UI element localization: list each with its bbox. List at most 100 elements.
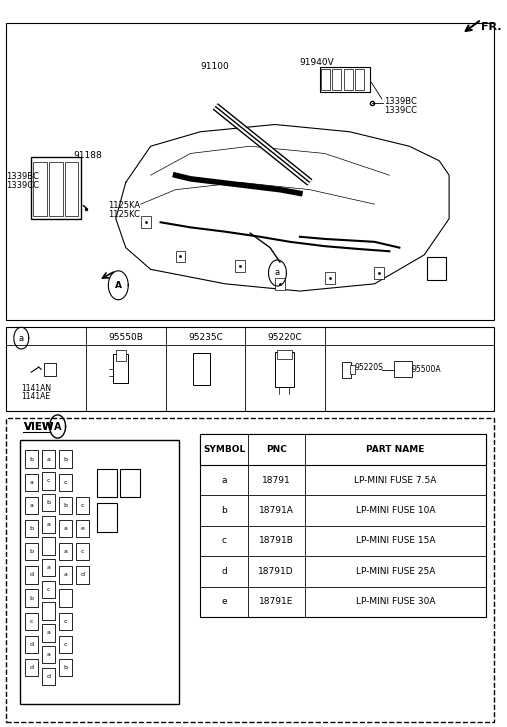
Text: b: b	[30, 550, 34, 554]
Bar	[7, 23, 494, 320]
Bar	[59, 566, 72, 584]
Bar	[7, 418, 494, 722]
Bar	[321, 69, 330, 90]
Text: a: a	[47, 522, 51, 527]
Bar	[140, 217, 151, 228]
Bar	[342, 362, 351, 378]
Bar	[25, 473, 38, 491]
Text: 91100: 91100	[200, 62, 229, 71]
Text: a: a	[63, 572, 67, 577]
Text: LP-MINI FUSE 25A: LP-MINI FUSE 25A	[356, 567, 436, 576]
Bar	[344, 69, 352, 90]
Bar	[25, 543, 38, 561]
Text: a: a	[47, 565, 51, 570]
Text: 1339CC: 1339CC	[7, 181, 40, 190]
Bar	[42, 559, 55, 577]
Text: VIEW: VIEW	[24, 422, 54, 433]
Bar	[277, 350, 292, 359]
Bar	[332, 69, 341, 90]
Text: b: b	[63, 665, 67, 670]
Bar	[59, 473, 72, 491]
Bar	[59, 451, 72, 467]
Bar	[59, 590, 72, 607]
Bar	[49, 162, 62, 217]
Bar	[25, 497, 38, 514]
Bar	[325, 272, 335, 284]
Bar	[42, 624, 55, 642]
Text: d: d	[221, 567, 227, 576]
Bar	[427, 257, 446, 280]
Text: A: A	[115, 281, 122, 290]
Bar	[20, 440, 179, 704]
Bar	[76, 543, 89, 561]
Bar	[320, 67, 370, 92]
Bar	[275, 278, 285, 289]
Text: c: c	[47, 478, 50, 483]
Text: PART NAME: PART NAME	[367, 445, 425, 454]
Text: a: a	[30, 503, 33, 508]
Text: a: a	[221, 475, 227, 485]
Bar	[275, 352, 294, 387]
Text: 1339CC: 1339CC	[384, 105, 417, 115]
Bar	[42, 603, 55, 620]
Text: b: b	[63, 503, 67, 508]
Text: SYMBOL: SYMBOL	[203, 445, 245, 454]
Bar	[42, 581, 55, 598]
Text: c: c	[81, 503, 84, 508]
Bar	[25, 636, 38, 653]
Text: a: a	[47, 630, 51, 635]
Bar	[175, 251, 186, 262]
Text: a: a	[63, 550, 67, 554]
Text: 95550B: 95550B	[108, 333, 143, 342]
Text: c: c	[64, 642, 67, 647]
Text: FR.: FR.	[482, 22, 502, 32]
Bar	[44, 363, 56, 376]
Text: a: a	[63, 526, 67, 531]
Text: LP-MINI FUSE 7.5A: LP-MINI FUSE 7.5A	[354, 475, 437, 485]
Text: 95220C: 95220C	[268, 333, 302, 342]
Bar	[193, 353, 210, 385]
Text: 18791B: 18791B	[259, 537, 294, 545]
Text: LP-MINI FUSE 15A: LP-MINI FUSE 15A	[356, 537, 436, 545]
Text: 18791: 18791	[262, 475, 291, 485]
Bar	[25, 451, 38, 467]
Bar	[42, 451, 55, 467]
Bar	[120, 468, 140, 497]
Bar	[97, 468, 117, 497]
Text: 91940V: 91940V	[300, 58, 335, 68]
Text: 95235C: 95235C	[188, 333, 223, 342]
Text: 18791D: 18791D	[259, 567, 294, 576]
Bar	[42, 537, 55, 555]
Bar	[42, 494, 55, 511]
Bar	[200, 435, 486, 617]
Bar	[25, 520, 38, 537]
Text: 18791E: 18791E	[259, 598, 294, 606]
Bar	[235, 260, 245, 271]
Bar	[200, 435, 486, 465]
Bar	[25, 566, 38, 584]
Text: 1125KC: 1125KC	[108, 210, 140, 219]
Bar	[76, 520, 89, 537]
Text: b: b	[30, 526, 34, 531]
Text: d: d	[30, 642, 34, 647]
Bar	[31, 157, 81, 219]
Text: LP-MINI FUSE 10A: LP-MINI FUSE 10A	[356, 506, 436, 515]
Text: d: d	[30, 665, 34, 670]
Text: 95220S: 95220S	[354, 364, 383, 372]
Text: 1339BC: 1339BC	[7, 172, 39, 181]
Text: c: c	[81, 550, 84, 554]
Text: b: b	[221, 506, 227, 515]
Text: 95500A: 95500A	[412, 365, 442, 374]
Text: 1125KA: 1125KA	[108, 201, 140, 210]
Bar	[42, 646, 55, 663]
Text: c: c	[64, 480, 67, 485]
Bar	[76, 497, 89, 514]
Text: VIEW: VIEW	[24, 422, 54, 433]
Bar	[59, 659, 72, 676]
Text: a: a	[47, 652, 51, 657]
Bar	[59, 520, 72, 537]
Bar	[394, 361, 412, 377]
Bar	[25, 659, 38, 676]
Text: 1141AN: 1141AN	[21, 385, 51, 393]
Text: c: c	[30, 619, 33, 624]
